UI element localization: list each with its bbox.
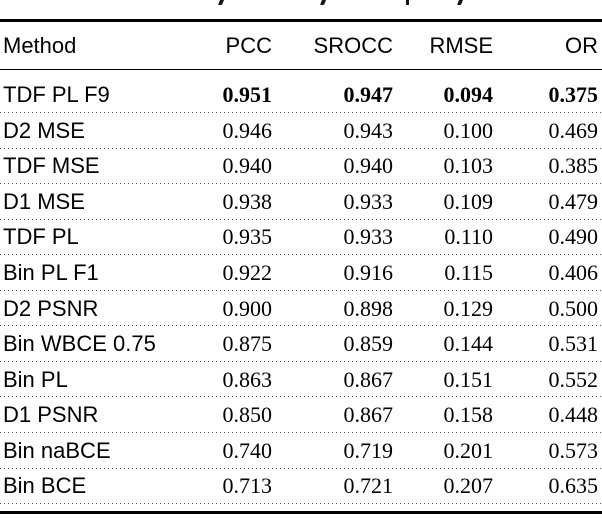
- method-cell: D2 PSNR: [3, 295, 99, 321]
- method-cell: D1 PSNR: [3, 402, 99, 428]
- column-header-rmse: RMSE: [429, 32, 493, 58]
- value-cell: 0.935: [222, 224, 273, 250]
- value-cell: 0.129: [443, 295, 494, 321]
- column-header-method: Method: [3, 32, 77, 58]
- value-cell: 0.103: [443, 153, 494, 179]
- table-row: Bin PL 0.863 0.867 0.151 0.552: [0, 362, 602, 398]
- value-cell: 0.115: [444, 260, 493, 285]
- value-cell: 0.500: [548, 295, 599, 321]
- value-cell: 0.201: [443, 437, 494, 463]
- cropped-caption-descender: [217, 0, 225, 5]
- value-cell: 0.531: [548, 331, 599, 357]
- value-cell: 0.158: [443, 402, 494, 428]
- table-row: Bin WBCE 0.75 0.875 0.859 0.144 0.531: [0, 326, 602, 362]
- method-cell: Bin WBCE 0.75: [3, 331, 156, 357]
- method-cell: D2 MSE: [3, 117, 85, 143]
- value-cell: 0.469: [548, 117, 599, 143]
- value-cell: 0.933: [343, 224, 394, 250]
- table-row: Bin PL F1 0.922 0.916 0.115 0.406: [0, 255, 602, 291]
- table-row: D1 PSNR 0.850 0.867 0.158 0.448: [0, 397, 602, 433]
- value-cell: 0.863: [222, 366, 273, 392]
- value-cell: 0.094: [443, 82, 494, 108]
- value-cell: 0.713: [222, 473, 273, 499]
- method-cell: TDF MSE: [3, 153, 100, 179]
- value-cell: 0.933: [343, 188, 394, 214]
- value-cell: 0.375: [548, 82, 599, 108]
- value-cell: 0.406: [548, 260, 599, 285]
- value-cell: 0.385: [548, 153, 599, 179]
- table-row: D2 MSE 0.946 0.943 0.100 0.469: [0, 113, 602, 149]
- column-header-pcc: PCC: [225, 32, 272, 58]
- table-row: D1 MSE 0.938 0.933 0.109 0.479: [0, 184, 602, 220]
- value-cell: 0.946: [222, 117, 273, 143]
- value-cell: 0.938: [222, 188, 273, 214]
- value-cell: 0.479: [548, 188, 599, 214]
- method-cell: Bin BCE: [3, 473, 87, 499]
- column-header-srocc: SROCC: [313, 32, 393, 58]
- results-table: Method PCC SROCC RMSE OR TDF PL F9 0.951 0…: [0, 22, 602, 504]
- value-cell: 0.740: [222, 437, 273, 463]
- table-row: TDF PL F9 0.951 0.947 0.094 0.375: [0, 78, 602, 114]
- value-cell: 0.922: [222, 260, 273, 285]
- value-cell: 0.867: [343, 402, 394, 428]
- value-cell: 0.490: [548, 224, 599, 250]
- value-cell: 0.867: [343, 366, 394, 392]
- method-cell: Bin PL F1: [3, 260, 99, 285]
- table-top-rule: [0, 19, 602, 22]
- value-cell: 0.110: [444, 224, 493, 250]
- value-cell: 0.947: [343, 82, 394, 108]
- method-cell: D1 MSE: [3, 188, 85, 214]
- value-cell: 0.940: [222, 153, 273, 179]
- cropped-caption-descender: [406, 0, 409, 5]
- value-cell: 0.900: [222, 295, 273, 321]
- value-cell: 0.552: [548, 366, 599, 392]
- cropped-caption-descender: [319, 0, 327, 5]
- table-row: TDF PL 0.935 0.933 0.110 0.490: [0, 220, 602, 256]
- table-bottom-rule: [0, 511, 602, 515]
- value-cell: 0.875: [222, 331, 273, 357]
- method-cell: Bin PL: [3, 366, 68, 392]
- value-cell: 0.859: [343, 331, 394, 357]
- cropped-caption-descender: [456, 0, 464, 5]
- value-cell: 0.719: [343, 437, 394, 463]
- value-cell: 0.721: [343, 473, 394, 499]
- value-cell: 0.573: [548, 437, 599, 463]
- table-row: TDF MSE 0.940 0.940 0.103 0.385: [0, 149, 602, 185]
- table-row: Bin naBCE 0.740 0.719 0.201 0.573: [0, 433, 602, 469]
- table-row: D2 PSNR 0.900 0.898 0.129 0.500: [0, 291, 602, 327]
- value-cell: 0.943: [343, 117, 394, 143]
- value-cell: 0.951: [222, 82, 273, 108]
- table-body: TDF PL F9 0.951 0.947 0.094 0.375 D2 MSE 0.946…: [0, 78, 602, 505]
- method-cell: TDF PL: [3, 224, 79, 250]
- value-cell: 0.850: [222, 402, 273, 428]
- value-cell: 0.100: [443, 117, 494, 143]
- value-cell: 0.109: [443, 188, 494, 214]
- value-cell: 0.448: [548, 402, 599, 428]
- column-header-or: OR: [565, 32, 598, 58]
- value-cell: 0.635: [548, 473, 599, 499]
- table-header-row: Method PCC SROCC RMSE OR: [0, 22, 602, 70]
- value-cell: 0.940: [343, 153, 394, 179]
- value-cell: 0.151: [443, 366, 494, 392]
- method-cell: TDF PL F9: [3, 82, 110, 108]
- value-cell: 0.898: [343, 295, 394, 321]
- value-cell: 0.916: [343, 260, 394, 285]
- method-cell: Bin naBCE: [3, 437, 111, 463]
- value-cell: 0.144: [443, 331, 494, 357]
- value-cell: 0.207: [443, 473, 494, 499]
- table-row: Bin BCE 0.713 0.721 0.207 0.635: [0, 469, 602, 505]
- caption-fragments: [0, 0, 602, 6]
